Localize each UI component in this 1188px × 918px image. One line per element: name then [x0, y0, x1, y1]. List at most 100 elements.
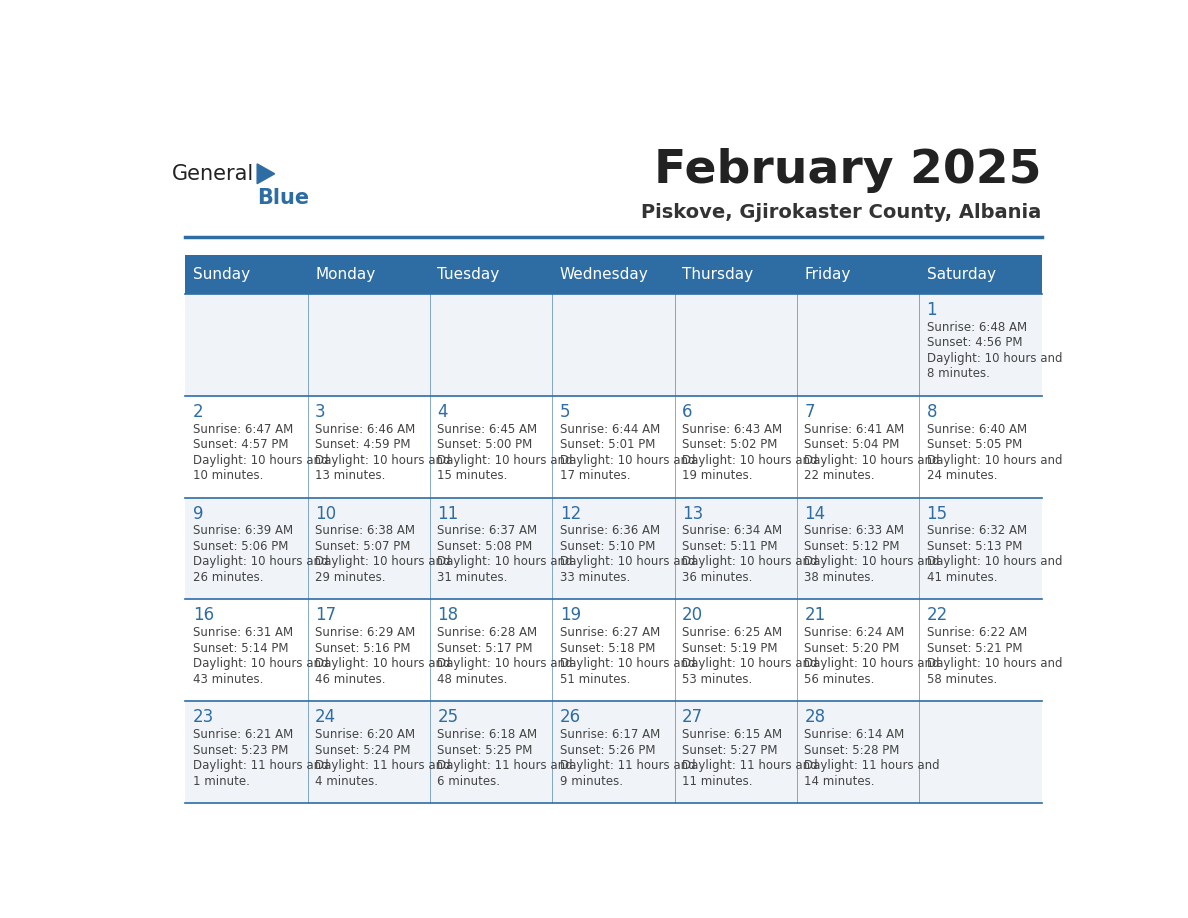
Text: 8: 8 — [927, 403, 937, 420]
Text: 24: 24 — [315, 708, 336, 726]
Text: 8 minutes.: 8 minutes. — [927, 367, 990, 380]
Text: 53 minutes.: 53 minutes. — [682, 673, 752, 686]
Text: Daylight: 10 hours and: Daylight: 10 hours and — [927, 352, 1062, 365]
Text: 2: 2 — [192, 403, 203, 420]
Text: Sunset: 5:02 PM: Sunset: 5:02 PM — [682, 438, 777, 451]
Text: 17: 17 — [315, 607, 336, 624]
Text: Sunrise: 6:39 AM: Sunrise: 6:39 AM — [192, 524, 292, 537]
Text: 22: 22 — [927, 607, 948, 624]
Text: Sunrise: 6:15 AM: Sunrise: 6:15 AM — [682, 728, 782, 741]
Text: 10: 10 — [315, 505, 336, 522]
Text: Sunset: 5:00 PM: Sunset: 5:00 PM — [437, 438, 532, 451]
Text: Sunrise: 6:20 AM: Sunrise: 6:20 AM — [315, 728, 415, 741]
Text: 19: 19 — [560, 607, 581, 624]
Text: Sunrise: 6:40 AM: Sunrise: 6:40 AM — [927, 422, 1026, 436]
Text: Daylight: 10 hours and: Daylight: 10 hours and — [192, 555, 328, 568]
Text: 13: 13 — [682, 505, 703, 522]
Text: Sunday: Sunday — [192, 267, 249, 282]
Text: 56 minutes.: 56 minutes. — [804, 673, 874, 686]
Text: 3: 3 — [315, 403, 326, 420]
Text: Sunrise: 6:47 AM: Sunrise: 6:47 AM — [192, 422, 293, 436]
Text: Daylight: 10 hours and: Daylight: 10 hours and — [804, 657, 940, 670]
Text: 15: 15 — [927, 505, 948, 522]
Text: 19 minutes.: 19 minutes. — [682, 469, 752, 482]
Text: Sunset: 5:04 PM: Sunset: 5:04 PM — [804, 438, 899, 451]
Text: 11 minutes.: 11 minutes. — [682, 775, 752, 788]
Text: Daylight: 10 hours and: Daylight: 10 hours and — [192, 453, 328, 466]
Text: 11: 11 — [437, 505, 459, 522]
Text: Sunrise: 6:33 AM: Sunrise: 6:33 AM — [804, 524, 904, 537]
Text: Sunrise: 6:22 AM: Sunrise: 6:22 AM — [927, 626, 1026, 639]
Text: Daylight: 10 hours and: Daylight: 10 hours and — [927, 555, 1062, 568]
Text: Sunrise: 6:48 AM: Sunrise: 6:48 AM — [927, 320, 1026, 334]
Text: 5: 5 — [560, 403, 570, 420]
Text: Sunset: 5:28 PM: Sunset: 5:28 PM — [804, 744, 899, 756]
Text: Sunset: 4:57 PM: Sunset: 4:57 PM — [192, 438, 289, 451]
Bar — [185, 701, 1042, 803]
Text: Sunrise: 6:24 AM: Sunrise: 6:24 AM — [804, 626, 904, 639]
Text: Sunset: 5:24 PM: Sunset: 5:24 PM — [315, 744, 411, 756]
Text: Wednesday: Wednesday — [560, 267, 649, 282]
Text: Sunrise: 6:27 AM: Sunrise: 6:27 AM — [560, 626, 659, 639]
Text: Sunset: 5:08 PM: Sunset: 5:08 PM — [437, 540, 532, 553]
Text: Daylight: 11 hours and: Daylight: 11 hours and — [437, 759, 573, 772]
Bar — [185, 498, 1042, 599]
Text: Sunset: 5:14 PM: Sunset: 5:14 PM — [192, 642, 289, 655]
Text: 31 minutes.: 31 minutes. — [437, 571, 507, 584]
Text: Sunset: 5:11 PM: Sunset: 5:11 PM — [682, 540, 777, 553]
Text: Daylight: 10 hours and: Daylight: 10 hours and — [315, 453, 450, 466]
Text: Sunset: 5:23 PM: Sunset: 5:23 PM — [192, 744, 287, 756]
Text: 12: 12 — [560, 505, 581, 522]
Text: Sunset: 5:05 PM: Sunset: 5:05 PM — [927, 438, 1022, 451]
Text: Sunset: 5:07 PM: Sunset: 5:07 PM — [315, 540, 410, 553]
Text: Daylight: 10 hours and: Daylight: 10 hours and — [437, 657, 573, 670]
Text: Daylight: 10 hours and: Daylight: 10 hours and — [192, 657, 328, 670]
Text: 23: 23 — [192, 708, 214, 726]
Text: Sunset: 5:20 PM: Sunset: 5:20 PM — [804, 642, 899, 655]
Text: Daylight: 11 hours and: Daylight: 11 hours and — [804, 759, 940, 772]
Text: Sunset: 5:26 PM: Sunset: 5:26 PM — [560, 744, 655, 756]
Text: Sunset: 5:25 PM: Sunset: 5:25 PM — [437, 744, 532, 756]
Text: Sunrise: 6:43 AM: Sunrise: 6:43 AM — [682, 422, 782, 436]
Text: Daylight: 10 hours and: Daylight: 10 hours and — [804, 453, 940, 466]
Text: Sunrise: 6:31 AM: Sunrise: 6:31 AM — [192, 626, 292, 639]
Text: 33 minutes.: 33 minutes. — [560, 571, 630, 584]
Text: Sunset: 5:16 PM: Sunset: 5:16 PM — [315, 642, 411, 655]
Text: Daylight: 10 hours and: Daylight: 10 hours and — [437, 453, 573, 466]
Text: 17 minutes.: 17 minutes. — [560, 469, 630, 482]
Text: Sunset: 4:56 PM: Sunset: 4:56 PM — [927, 336, 1022, 350]
Text: 43 minutes.: 43 minutes. — [192, 673, 263, 686]
Text: 41 minutes.: 41 minutes. — [927, 571, 997, 584]
Text: 6: 6 — [682, 403, 693, 420]
Text: Daylight: 10 hours and: Daylight: 10 hours and — [682, 657, 817, 670]
Text: Sunrise: 6:38 AM: Sunrise: 6:38 AM — [315, 524, 415, 537]
Text: 21: 21 — [804, 607, 826, 624]
Text: 6 minutes.: 6 minutes. — [437, 775, 500, 788]
Text: Daylight: 10 hours and: Daylight: 10 hours and — [315, 657, 450, 670]
Text: 36 minutes.: 36 minutes. — [682, 571, 752, 584]
Text: Sunset: 5:21 PM: Sunset: 5:21 PM — [927, 642, 1022, 655]
Text: Blue: Blue — [257, 188, 309, 207]
Text: Daylight: 10 hours and: Daylight: 10 hours and — [560, 453, 695, 466]
Text: Daylight: 11 hours and: Daylight: 11 hours and — [192, 759, 328, 772]
Text: Sunrise: 6:14 AM: Sunrise: 6:14 AM — [804, 728, 904, 741]
Text: 16: 16 — [192, 607, 214, 624]
Text: Daylight: 11 hours and: Daylight: 11 hours and — [315, 759, 450, 772]
Text: 29 minutes.: 29 minutes. — [315, 571, 386, 584]
Text: 25: 25 — [437, 708, 459, 726]
Text: Sunrise: 6:25 AM: Sunrise: 6:25 AM — [682, 626, 782, 639]
Text: General: General — [172, 163, 254, 184]
Bar — [185, 396, 1042, 498]
Text: Daylight: 10 hours and: Daylight: 10 hours and — [315, 555, 450, 568]
Text: 4: 4 — [437, 403, 448, 420]
Text: 26 minutes.: 26 minutes. — [192, 571, 264, 584]
Text: Sunset: 5:01 PM: Sunset: 5:01 PM — [560, 438, 655, 451]
Text: Sunrise: 6:44 AM: Sunrise: 6:44 AM — [560, 422, 659, 436]
Text: Sunset: 5:13 PM: Sunset: 5:13 PM — [927, 540, 1022, 553]
Text: 18: 18 — [437, 607, 459, 624]
Text: Thursday: Thursday — [682, 267, 753, 282]
Text: Sunrise: 6:41 AM: Sunrise: 6:41 AM — [804, 422, 904, 436]
Text: Sunrise: 6:36 AM: Sunrise: 6:36 AM — [560, 524, 659, 537]
Text: Sunrise: 6:45 AM: Sunrise: 6:45 AM — [437, 422, 537, 436]
Text: Daylight: 11 hours and: Daylight: 11 hours and — [560, 759, 695, 772]
